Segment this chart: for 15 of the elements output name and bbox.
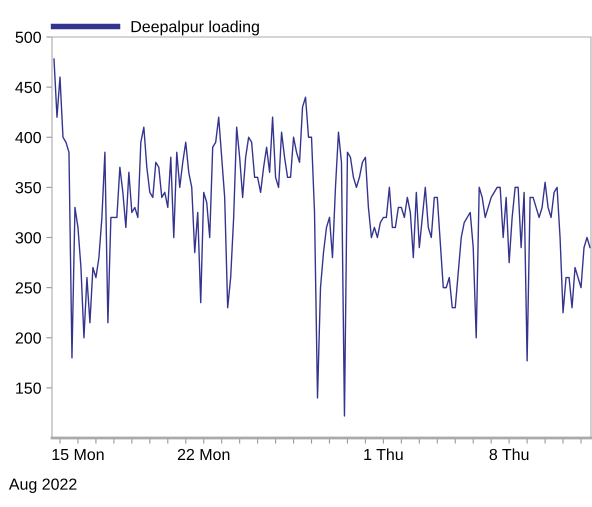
x-tick-label: 1 Thu [364, 448, 403, 460]
x-axis-title: Aug 2022 [8, 478, 76, 493]
y-tick-label: 400 [15, 132, 41, 144]
x-tick-label: 8 Thu [490, 448, 528, 460]
y-tick-label: 200 [16, 332, 41, 344]
line-series [53, 58, 591, 417]
x-tick-label: 15 Mon [52, 449, 104, 460]
y-tick-label: 500 [16, 32, 41, 43]
y-tick-label: 300 [16, 232, 41, 244]
legend-label: Deepalpur loading [132, 20, 259, 36]
y-tick-label: 350 [16, 182, 41, 194]
y-tick-label: 150 [16, 382, 41, 394]
y-tick-label: 250 [16, 282, 41, 294]
x-tick-label: 22 Mon [178, 448, 230, 460]
y-tick-label: 450 [15, 82, 41, 94]
